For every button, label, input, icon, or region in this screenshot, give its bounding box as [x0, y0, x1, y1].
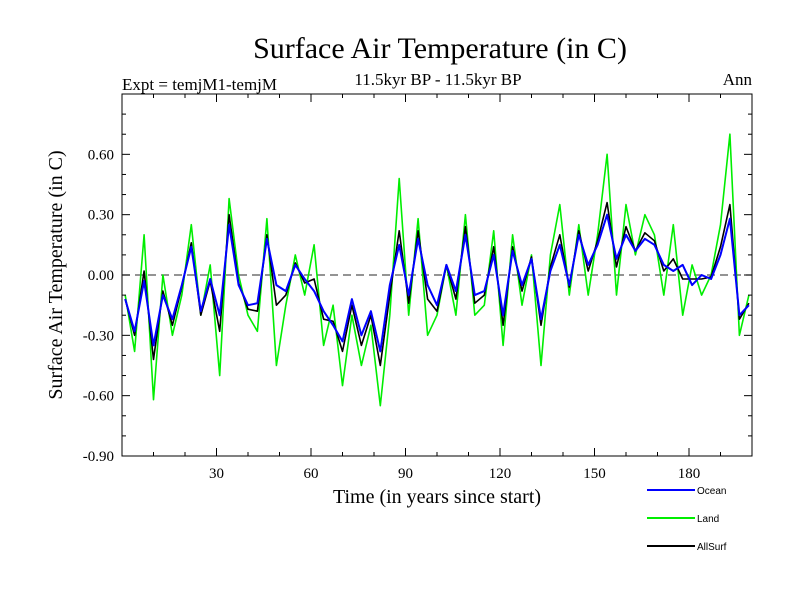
x-tick-label: 180 — [678, 466, 701, 482]
y-tick-label: -0.90 — [83, 449, 114, 465]
experiment-label: Expt = temjM1-temjM — [122, 75, 277, 94]
x-tick-label: 150 — [583, 466, 606, 482]
y-tick-label: 0.60 — [88, 147, 114, 163]
x-tick-label: 60 — [304, 466, 319, 482]
y-axis-label: Surface Air Temperature (in C) — [45, 150, 67, 399]
series-line-allsurf — [124, 201, 750, 367]
x-tick-label: 120 — [489, 466, 512, 482]
y-tick-label: -0.60 — [83, 389, 114, 405]
x-tick-label: 90 — [398, 466, 413, 482]
chart-subtitle: 11.5kyr BP - 11.5kyr BP — [354, 70, 521, 89]
series-line-ocean — [124, 213, 750, 353]
chart-title: Surface Air Temperature (in C) — [253, 32, 627, 65]
x-tick-label: 30 — [209, 466, 224, 482]
legend-label-land: Land — [697, 514, 719, 525]
legend: Ocean Land AllSurf — [647, 486, 727, 553]
y-tick-label: 0.30 — [88, 208, 114, 224]
y-tick-label: -0.30 — [83, 328, 114, 344]
legend-label-ocean: Ocean — [697, 486, 726, 497]
y-tick-label: 0.00 — [88, 268, 114, 284]
season-label: Ann — [723, 70, 753, 89]
x-axis-label: Time (in years since start) — [333, 486, 541, 508]
legend-label-allsurf: AllSurf — [697, 542, 727, 553]
series-line-land — [124, 133, 750, 407]
